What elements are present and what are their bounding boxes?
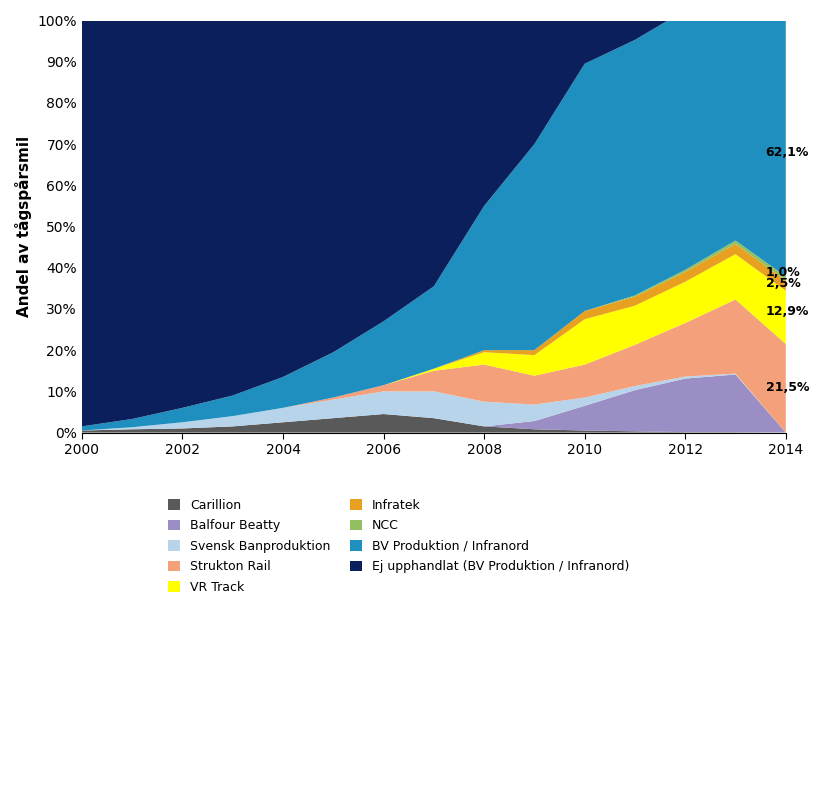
Text: 12,9%: 12,9%: [766, 305, 809, 318]
Text: 2,5%: 2,5%: [766, 277, 800, 290]
Text: 21,5%: 21,5%: [766, 381, 809, 394]
Text: 62,1%: 62,1%: [766, 146, 809, 159]
Y-axis label: Andel av tågspårsmil: Andel av tågspårsmil: [15, 136, 32, 317]
Legend: Carillion, Balfour Beatty, Svensk Banproduktion, Strukton Rail, VR Track, Infrat: Carillion, Balfour Beatty, Svensk Banpro…: [162, 492, 636, 600]
Text: 1,0%: 1,0%: [766, 266, 800, 279]
